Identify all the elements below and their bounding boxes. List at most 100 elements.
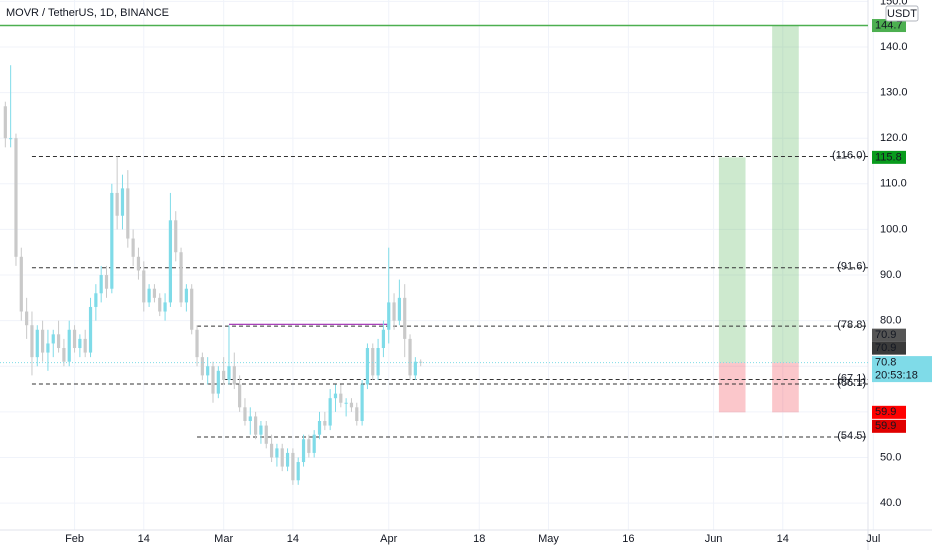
candle-body — [126, 188, 130, 239]
profit-zone — [718, 157, 746, 363]
candle-body — [110, 192, 114, 289]
x-tick-label: Jul — [866, 533, 880, 545]
candle-body — [227, 366, 231, 380]
candle-body — [259, 425, 263, 435]
x-tick-label: Feb — [65, 533, 84, 545]
candle-body — [179, 252, 183, 303]
candle-body — [83, 338, 87, 353]
candle-body — [269, 443, 274, 458]
candle-body — [392, 302, 396, 321]
price-tag-label: 115.8 — [875, 151, 902, 163]
candle-body — [275, 448, 279, 458]
candle-body — [115, 192, 119, 216]
price-tag-label: 59.9 — [875, 406, 896, 418]
candle-body — [397, 297, 401, 321]
price-tag — [872, 405, 906, 419]
candle-body — [307, 439, 311, 453]
x-tick-label: 14 — [138, 533, 150, 545]
candle-body — [222, 370, 226, 380]
candle-body — [56, 334, 61, 349]
candle-body — [328, 398, 332, 426]
candle-body — [184, 288, 188, 303]
candle-body — [349, 402, 354, 408]
candle-body — [387, 302, 391, 330]
candle-body — [376, 348, 380, 376]
candle-body — [360, 384, 364, 421]
candle-body — [291, 452, 295, 481]
candle-body — [408, 338, 412, 376]
candle-body — [285, 452, 290, 467]
candle-body — [158, 297, 162, 312]
level-label: (54.5) — [837, 430, 866, 442]
candle-body — [78, 338, 82, 349]
price-tag — [872, 356, 932, 383]
y-tick-label: 110.0 — [880, 178, 907, 190]
candle-body — [355, 407, 359, 421]
candle-body — [46, 343, 50, 353]
price-tag — [872, 419, 906, 433]
y-tick-label: 40.0 — [880, 497, 901, 509]
price-tag — [872, 341, 906, 355]
candle-body — [317, 420, 322, 435]
candle-body — [163, 302, 167, 312]
candle-body — [19, 256, 23, 312]
profit-zone — [772, 25, 799, 363]
candle-body — [152, 288, 157, 298]
y-tick-label: 100.0 — [880, 223, 908, 235]
candle-body — [280, 448, 284, 467]
loss-zone — [718, 362, 746, 413]
candle-body — [3, 106, 7, 139]
candle-body — [62, 348, 66, 362]
candle-body — [365, 348, 370, 385]
price-tag-label: 70.8 — [875, 357, 896, 369]
price-tag — [872, 19, 906, 33]
candle-body — [142, 270, 146, 303]
currency-label: USDT — [887, 8, 917, 20]
price-tag-label: 70.9 — [875, 342, 896, 354]
candle-body — [174, 220, 178, 253]
candle-body — [136, 256, 141, 271]
candle-body — [238, 384, 242, 408]
loss-zone — [772, 362, 799, 413]
candle-body — [264, 425, 268, 444]
x-tick-label: 14 — [777, 533, 789, 545]
candle-body — [25, 311, 29, 326]
candle-body — [72, 329, 77, 349]
x-tick-label: Jun — [705, 533, 723, 545]
x-tick-label: Mar — [214, 533, 233, 545]
candle-body — [381, 329, 386, 349]
countdown: 20:53:18 — [875, 370, 918, 382]
candle-body — [51, 334, 55, 344]
candle-body — [41, 329, 45, 353]
y-tick-label: 50.0 — [880, 451, 901, 463]
x-tick-label: May — [538, 533, 559, 545]
candle-body — [9, 138, 13, 140]
candle-body — [206, 366, 210, 376]
price-tag-label: 144.7 — [875, 19, 903, 31]
candle-body — [94, 293, 98, 307]
candle-body — [190, 288, 194, 330]
price-tag — [872, 328, 906, 342]
candle-body — [344, 402, 348, 404]
level-label: (66.1) — [837, 377, 866, 389]
candle-body — [211, 366, 215, 394]
price-tag-label: 59.9 — [875, 420, 896, 432]
price-axis — [868, 0, 932, 550]
candle-body — [67, 329, 71, 362]
candle-body — [371, 348, 375, 376]
candle-body — [403, 297, 407, 339]
y-tick-label: 140.0 — [880, 41, 908, 53]
candle-body — [195, 329, 199, 358]
level-label: (78.8) — [837, 319, 866, 331]
x-tick-label: 16 — [622, 533, 634, 545]
candle-body — [296, 462, 300, 481]
candle-body — [104, 275, 109, 289]
candle-body — [301, 439, 306, 463]
currency-box — [885, 5, 919, 22]
level-label: (91.6) — [837, 261, 866, 273]
candle-body — [30, 325, 34, 358]
price-tag — [872, 150, 906, 164]
candle-body — [168, 220, 173, 303]
chart-title: MOVR / TetherUS, 1D, BINANCE — [6, 7, 169, 19]
